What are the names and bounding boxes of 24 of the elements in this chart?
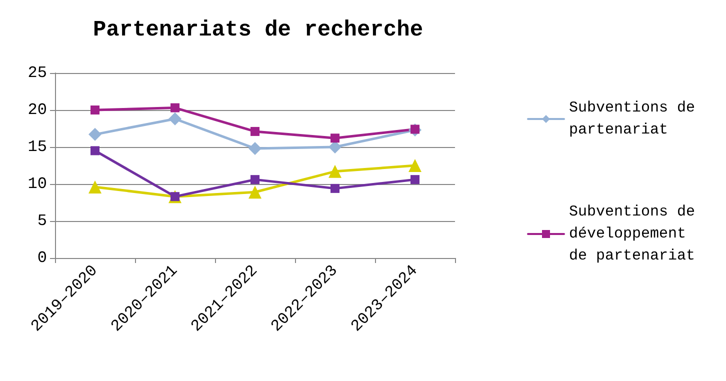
point [250, 126, 260, 136]
point [410, 175, 420, 184]
legend-label: Subventions de partenariat [569, 100, 704, 138]
point [90, 146, 100, 156]
point [330, 184, 340, 193]
point [248, 186, 262, 199]
point [168, 112, 182, 126]
y-tick-label: 25 [28, 64, 47, 82]
point [90, 106, 100, 114]
chart-title: Partenariats de recherche [92, 18, 424, 42]
point [248, 142, 262, 155]
point [408, 159, 422, 172]
point [88, 180, 102, 194]
point [88, 128, 102, 141]
point [330, 134, 340, 143]
point [250, 175, 260, 184]
y-tick-label: 15 [28, 138, 47, 156]
point [170, 103, 180, 112]
point [328, 164, 342, 178]
y-tick-label: 20 [28, 101, 47, 119]
y-tick-label: 0 [37, 249, 47, 267]
y-tick-label: 10 [28, 175, 47, 193]
y-tick-label: 5 [37, 212, 47, 230]
legend-label: Subventions de développement de partenariat [569, 204, 704, 264]
